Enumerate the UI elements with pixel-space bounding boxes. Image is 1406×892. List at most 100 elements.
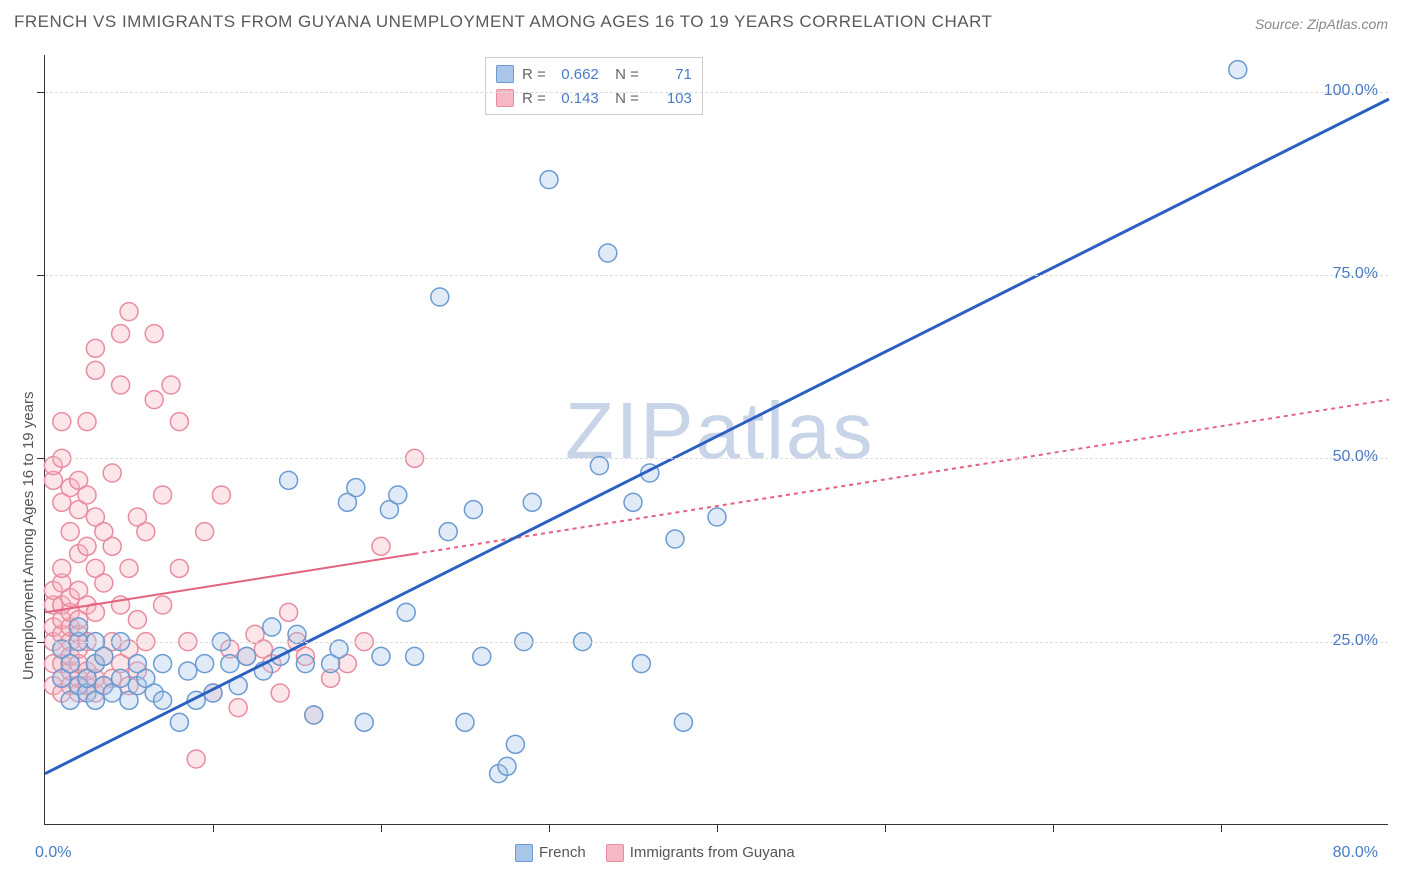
y-axis-label: Unemployment Among Ages 16 to 19 years (20, 391, 37, 680)
data-point-french (112, 669, 130, 687)
data-point-french (674, 713, 692, 731)
data-point-immigrants-from-guyana (187, 750, 205, 768)
data-point-immigrants-from-guyana (372, 537, 390, 555)
data-point-french (179, 662, 197, 680)
x-tick (213, 824, 214, 832)
data-point-immigrants-from-guyana (137, 523, 155, 541)
legend-n-label: N = (607, 66, 639, 83)
legend-series: FrenchImmigrants from Guyana (515, 844, 795, 862)
data-point-immigrants-from-guyana (170, 413, 188, 431)
data-point-immigrants-from-guyana (170, 559, 188, 577)
data-point-french (708, 508, 726, 526)
trend-line-french (45, 99, 1389, 774)
data-point-immigrants-from-guyana (154, 486, 172, 504)
legend-stat-row: R = 0.662 N = 71 (496, 62, 692, 86)
y-tick-label: 25.0% (1333, 632, 1378, 650)
data-point-french (590, 457, 608, 475)
data-point-immigrants-from-guyana (112, 325, 130, 343)
data-point-french (95, 647, 113, 665)
data-point-french (498, 757, 516, 775)
legend-item: Immigrants from Guyana (606, 844, 795, 862)
y-tick-label: 75.0% (1333, 265, 1378, 283)
data-point-immigrants-from-guyana (154, 596, 172, 614)
data-point-french (632, 655, 650, 673)
data-point-french (464, 501, 482, 519)
data-point-french (439, 523, 457, 541)
data-point-french (599, 244, 617, 262)
data-point-immigrants-from-guyana (103, 537, 121, 555)
data-point-french (406, 647, 424, 665)
data-point-immigrants-from-guyana (53, 413, 71, 431)
legend-swatch (606, 844, 624, 862)
x-axis-label-max: 80.0% (1333, 844, 1378, 862)
data-point-immigrants-from-guyana (53, 559, 71, 577)
plot-area: ZIPatlas R =0.662 N =71R =0.143 N =103 0… (44, 55, 1388, 825)
data-point-french (473, 647, 491, 665)
data-point-immigrants-from-guyana (128, 611, 146, 629)
x-tick (1053, 824, 1054, 832)
data-point-immigrants-from-guyana (86, 339, 104, 357)
legend-r-value: 0.662 (554, 66, 599, 83)
legend-stat-row: R =0.143 N =103 (496, 86, 692, 110)
grid-line (45, 275, 1388, 276)
data-point-immigrants-from-guyana (229, 699, 247, 717)
chart-svg (45, 55, 1388, 824)
data-point-french (288, 625, 306, 643)
grid-line (45, 642, 1388, 643)
x-tick (381, 824, 382, 832)
y-tick (37, 275, 45, 276)
y-tick (37, 458, 45, 459)
data-point-french (330, 640, 348, 658)
data-point-french (70, 618, 88, 636)
legend-n-value: 71 (647, 66, 692, 83)
x-tick (885, 824, 886, 832)
chart-container: FRENCH VS IMMIGRANTS FROM GUYANA UNEMPLO… (0, 0, 1406, 892)
data-point-french (196, 655, 214, 673)
data-point-immigrants-from-guyana (78, 413, 96, 431)
grid-line (45, 92, 1388, 93)
data-point-french (355, 713, 373, 731)
x-tick (1221, 824, 1222, 832)
y-tick-label: 50.0% (1333, 448, 1378, 466)
data-point-french (221, 655, 239, 673)
data-point-immigrants-from-guyana (271, 684, 289, 702)
x-tick (717, 824, 718, 832)
data-point-french (1229, 61, 1247, 79)
data-point-immigrants-from-guyana (280, 603, 298, 621)
data-point-immigrants-from-guyana (78, 486, 96, 504)
data-point-french (372, 647, 390, 665)
data-point-immigrants-from-guyana (145, 391, 163, 409)
data-point-french (431, 288, 449, 306)
legend-stats: R = 0.662 N = 71 R =0.143 N =103 (485, 57, 703, 115)
data-point-french (170, 713, 188, 731)
data-point-immigrants-from-guyana (196, 523, 214, 541)
data-point-french (624, 493, 642, 511)
data-point-french (154, 655, 172, 673)
x-tick (549, 824, 550, 832)
grid-line (45, 458, 1388, 459)
x-axis-label-min: 0.0% (35, 844, 71, 862)
legend-r-label: R = (522, 66, 546, 83)
trend-line-dashed-immigrants-from-guyana (415, 400, 1389, 554)
data-point-immigrants-from-guyana (95, 574, 113, 592)
data-point-immigrants-from-guyana (86, 361, 104, 379)
data-point-immigrants-from-guyana (78, 537, 96, 555)
data-point-french (456, 713, 474, 731)
data-point-immigrants-from-guyana (120, 559, 138, 577)
data-point-french (296, 655, 314, 673)
data-point-french (263, 618, 281, 636)
data-point-french (280, 471, 298, 489)
data-point-immigrants-from-guyana (120, 303, 138, 321)
y-tick (37, 92, 45, 93)
source-attribution: Source: ZipAtlas.com (1255, 16, 1388, 32)
data-point-french (61, 655, 79, 673)
data-point-french (389, 486, 407, 504)
data-point-french (238, 647, 256, 665)
data-point-french (397, 603, 415, 621)
y-tick-label: 100.0% (1324, 82, 1378, 100)
data-point-immigrants-from-guyana (162, 376, 180, 394)
data-point-immigrants-from-guyana (103, 464, 121, 482)
legend-swatch (515, 844, 533, 862)
data-point-french (347, 479, 365, 497)
data-point-french (305, 706, 323, 724)
